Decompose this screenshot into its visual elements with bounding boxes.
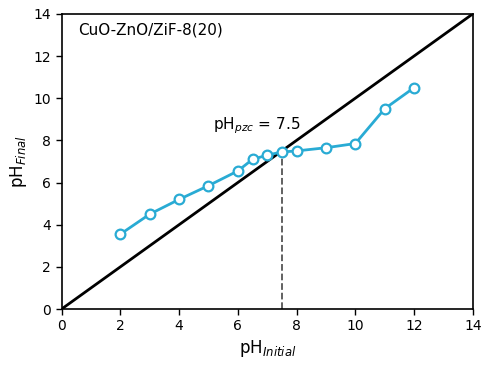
Y-axis label: pH$_{Final}$: pH$_{Final}$: [8, 135, 29, 188]
Text: CuO-ZnO/ZiF-8(20): CuO-ZnO/ZiF-8(20): [78, 23, 223, 38]
Text: pH$_{pzc}$ = 7.5: pH$_{pzc}$ = 7.5: [213, 116, 300, 136]
X-axis label: pH$_{Initial}$: pH$_{Initial}$: [239, 338, 296, 359]
